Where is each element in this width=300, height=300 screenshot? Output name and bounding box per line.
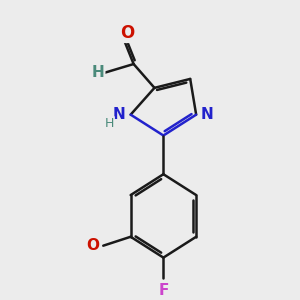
Text: O: O [86,238,99,253]
Text: O: O [121,24,135,42]
Text: N: N [113,107,126,122]
Text: H: H [92,65,104,80]
Text: F: F [158,284,169,298]
Text: N: N [201,107,214,122]
Text: H: H [104,117,114,130]
